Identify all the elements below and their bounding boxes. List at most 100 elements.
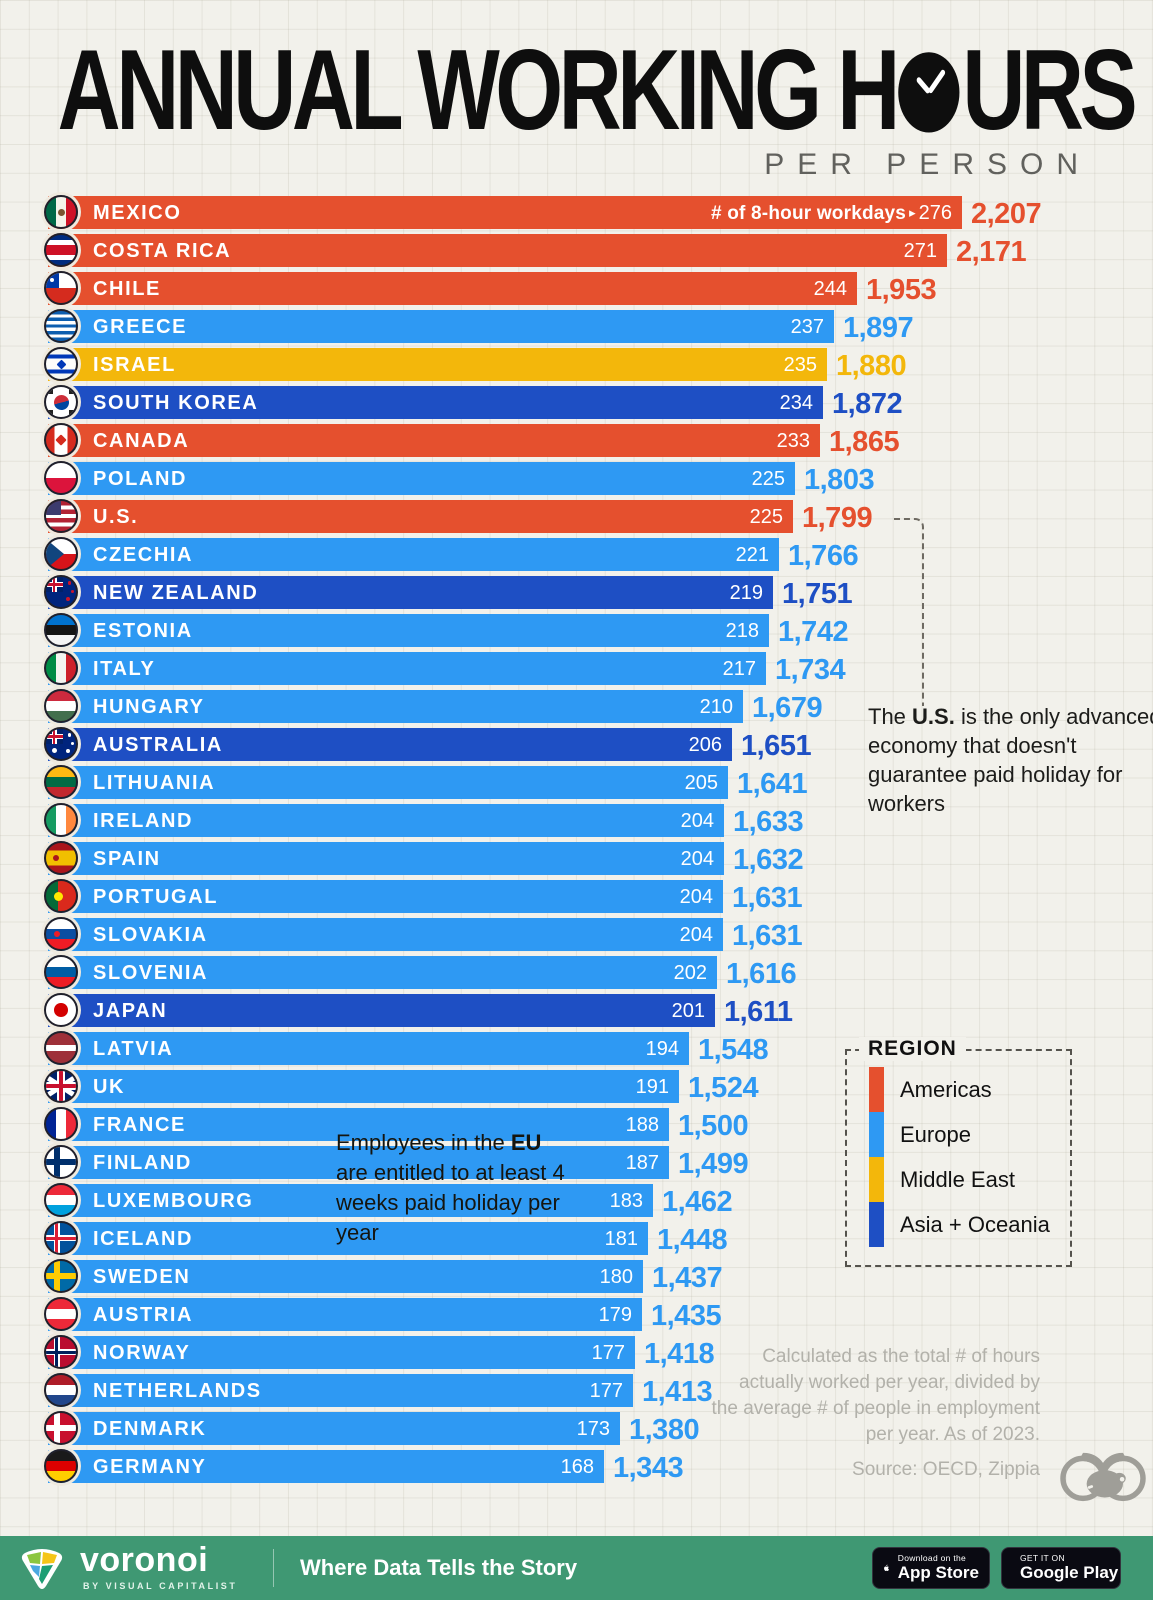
apple-icon — [884, 1564, 889, 1572]
page-subtitle: PER PERSON — [764, 148, 1091, 181]
flag-icon-poland — [44, 461, 78, 495]
workdays-value: 204 — [680, 848, 714, 870]
workdays-value: 271 — [903, 240, 937, 262]
country-label: IRELAND — [93, 810, 194, 832]
hours-value: 1,343 — [613, 1452, 684, 1484]
google-play-badge[interactable]: GET IT ON Google Play — [1001, 1547, 1121, 1589]
visual-capitalist-binoculars-icon — [1057, 1442, 1149, 1507]
country-label: SPAIN — [93, 848, 161, 870]
bar: NEW ZEALAND 219 — [48, 576, 773, 609]
workdays-value: 225 — [749, 506, 783, 528]
flag-icon-south-korea — [44, 385, 78, 419]
hours-value: 1,742 — [778, 616, 849, 648]
country-label: SWEDEN — [93, 1266, 191, 1288]
flag-icon-slovenia — [44, 955, 78, 989]
hours-value: 1,633 — [733, 806, 804, 838]
bar-row-italy: ITALY 217 1,734 — [0, 651, 1153, 686]
workdays-value: 204 — [679, 924, 713, 946]
country-label: FINLAND — [93, 1152, 192, 1174]
legend-item-middle-east: Middle East — [869, 1157, 1059, 1202]
flag-icon-latvia — [44, 1031, 78, 1065]
eu-annotation: Employees in the EU are entitled to at l… — [336, 1130, 565, 1245]
country-label: ICELAND — [93, 1228, 194, 1250]
hours-value: 1,437 — [652, 1262, 723, 1294]
flag-icon-austria — [44, 1297, 78, 1331]
app-store-badge[interactable]: Download on the App Store — [872, 1547, 990, 1589]
page-title: ANNUAL WORKING H URS — [58, 24, 1138, 156]
bar-row-costa-rica: COSTA RICA 271 2,171 — [0, 233, 1153, 268]
bar: NORWAY 177 — [48, 1336, 635, 1369]
bar: ESTONIA 218 — [48, 614, 769, 647]
country-label: COSTA RICA — [93, 240, 232, 262]
workdays-value: 173 — [576, 1418, 610, 1440]
bar-row-mexico: MEXICO # of 8-hour workdays ▸ 276 2,207 — [0, 195, 1153, 230]
country-label: ISRAEL — [93, 354, 176, 376]
flag-icon-iceland — [44, 1221, 78, 1255]
workdays-value: 187 — [625, 1152, 659, 1174]
flag-icon-hungary — [44, 689, 78, 723]
hours-value: 1,448 — [657, 1224, 728, 1256]
hours-value: 1,865 — [829, 426, 900, 458]
bar-row-czechia: CZECHIA 221 1,766 — [0, 537, 1153, 572]
workdays-value: 218 — [725, 620, 759, 642]
bar-row-sweden: SWEDEN 180 1,437 — [0, 1259, 1153, 1294]
bar: GREECE 237 — [48, 310, 834, 343]
bar-row-denmark: DENMARK 173 1,380 — [0, 1411, 1153, 1446]
workdays-value: 244 — [813, 278, 847, 300]
bar-row-portugal: PORTUGAL 204 1,631 — [0, 879, 1153, 914]
workdays-value: 233 — [776, 430, 810, 452]
flag-icon-u-s- — [44, 499, 78, 533]
footnote-text: Calculated as the total # of hours actua… — [711, 1346, 1041, 1445]
bar: GERMANY 168 — [48, 1450, 604, 1483]
flag-icon-czechia — [44, 537, 78, 571]
hours-value: 2,207 — [971, 198, 1042, 230]
country-label: ITALY — [93, 658, 156, 680]
bar-row-norway: NORWAY 177 1,418 — [0, 1335, 1153, 1370]
bar-row-slovakia: SLOVAKIA 204 1,631 — [0, 917, 1153, 952]
bar-row-luxembourg: LUXEMBOURG 183 1,462 — [0, 1183, 1153, 1218]
bar-row-france: FRANCE 188 1,500 — [0, 1107, 1153, 1142]
bar-row-u-s-: U.S. 225 1,799 — [0, 499, 1153, 534]
hours-value: 1,418 — [644, 1338, 715, 1370]
bar-row-finland: FINLAND 187 1,499 — [0, 1145, 1153, 1180]
hours-value: 1,499 — [678, 1148, 749, 1180]
flag-icon-ireland — [44, 803, 78, 837]
bar-row-israel: ISRAEL 235 1,880 — [0, 347, 1153, 382]
bar: DENMARK 173 — [48, 1412, 620, 1445]
legend-label: Middle East — [900, 1167, 1015, 1192]
bar: FRANCE 188 — [48, 1108, 669, 1141]
hours-value: 1,897 — [843, 312, 914, 344]
bar-row-uk: UK 191 1,524 — [0, 1069, 1153, 1104]
hours-value: 1,679 — [752, 692, 823, 724]
bar-row-hungary: HUNGARY 210 1,679 — [0, 689, 1153, 724]
bar-row-japan: JAPAN 201 1,611 — [0, 993, 1153, 1028]
bar-row-latvia: LATVIA 194 1,548 — [0, 1031, 1153, 1066]
workdays-value: 179 — [598, 1304, 632, 1326]
workdays-value: 177 — [589, 1380, 623, 1402]
workdays-value: 234 — [779, 392, 813, 414]
legend-swatch — [869, 1112, 884, 1157]
bar: U.S. 225 — [48, 500, 793, 533]
workdays-value: 204 — [680, 810, 714, 832]
legend-label: Americas — [900, 1077, 992, 1102]
legend-swatch — [869, 1202, 884, 1247]
workdays-value: 188 — [625, 1114, 659, 1136]
hours-value: 1,435 — [651, 1300, 722, 1332]
hours-value: 1,611 — [724, 996, 793, 1028]
hours-value: 1,632 — [733, 844, 804, 876]
hours-value: 1,734 — [775, 654, 846, 686]
country-label: U.S. — [93, 506, 139, 528]
bar: LUXEMBOURG 183 — [48, 1184, 653, 1217]
flag-icon-luxembourg — [44, 1183, 78, 1217]
title-right: URS — [962, 25, 1137, 154]
hours-value: 1,799 — [802, 502, 873, 534]
us-annotation-connector-line — [894, 518, 924, 706]
country-label: MEXICO — [93, 202, 182, 224]
country-label: AUSTRIA — [93, 1304, 194, 1326]
country-label: SLOVENIA — [93, 962, 209, 984]
legend-label: Asia + Oceania — [900, 1212, 1050, 1237]
flag-icon-estonia — [44, 613, 78, 647]
flag-icon-denmark — [44, 1411, 78, 1445]
bar: HUNGARY 210 — [48, 690, 743, 723]
